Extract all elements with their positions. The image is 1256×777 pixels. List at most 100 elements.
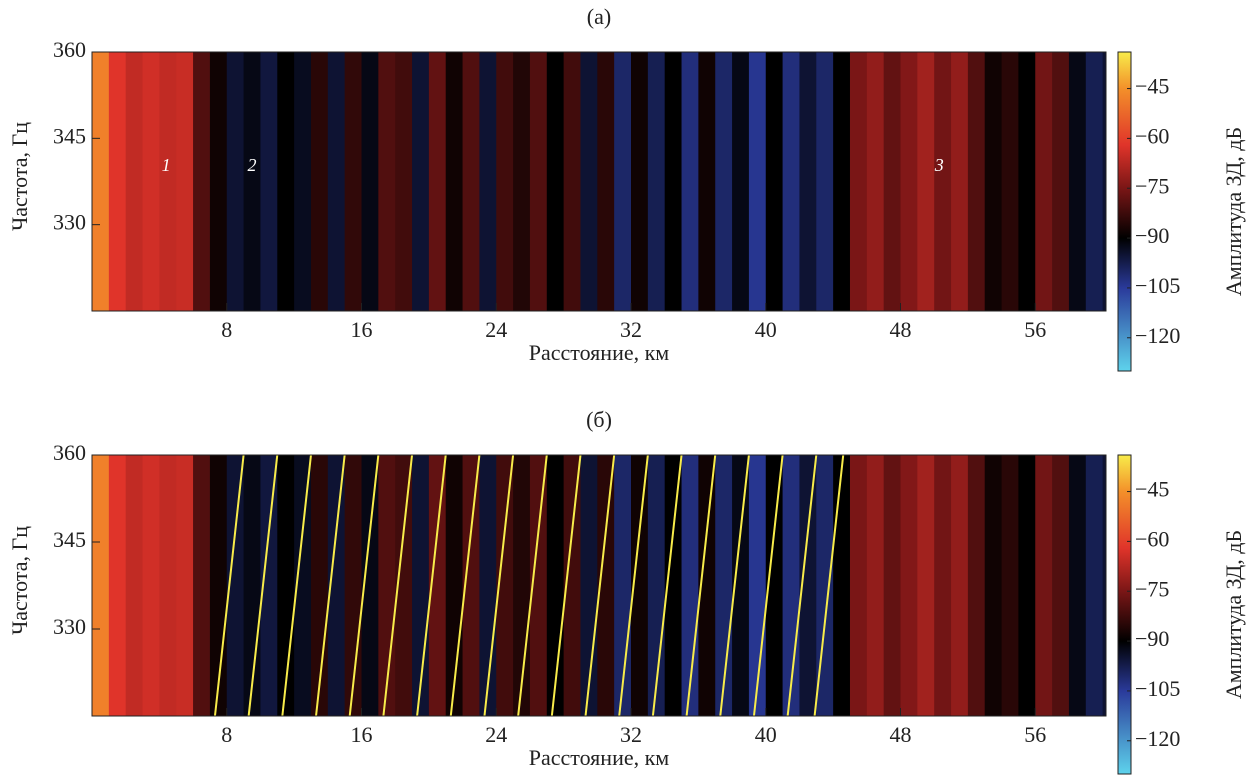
annotation: 1 [162, 155, 171, 175]
heatmap-cell [108, 455, 127, 716]
heatmap-cell [563, 52, 581, 311]
heatmap-cell [412, 52, 430, 311]
x-tick-label: 48 [890, 317, 912, 342]
heatmap-cell [900, 52, 918, 311]
x-tick-label: 16 [351, 317, 373, 342]
striation-line [247, 454, 279, 717]
panel-title: (б) [586, 407, 612, 432]
y-tick-label: 360 [53, 37, 86, 62]
heatmap-cell [193, 455, 211, 716]
striation-line [281, 454, 312, 717]
x-axis-label: Расстояние, км [529, 745, 670, 770]
striation-line [550, 454, 582, 717]
heatmap-cell [1018, 52, 1036, 311]
colorbar-tick-label: −75 [1135, 173, 1169, 198]
heatmap-cell [361, 455, 379, 716]
heatmap-cell [428, 52, 447, 311]
striation-line [483, 454, 515, 717]
plot-frame [91, 454, 1107, 717]
striation-line [416, 454, 447, 717]
heatmap-cell [765, 52, 784, 311]
annotation: 2 [248, 155, 257, 175]
heatmap-cell [226, 455, 245, 716]
y-tick-label: 345 [53, 123, 86, 148]
heatmap-cell [883, 52, 902, 311]
x-tick-label: 56 [1024, 722, 1046, 747]
x-tick-label: 24 [485, 317, 507, 342]
heatmap-cell [496, 52, 514, 311]
heatmap-cell [260, 52, 278, 311]
heatmap-cell [462, 52, 480, 311]
heatmap-cell [294, 52, 312, 311]
y-axis-label: Частота, Гц [7, 526, 32, 635]
heatmap-cell [934, 52, 952, 311]
heatmap-cell [1085, 455, 1104, 716]
heatmap-cell [209, 52, 228, 311]
heatmap-cell [934, 455, 952, 716]
heatmap-cell [698, 455, 716, 716]
heatmap-cell [176, 52, 194, 311]
heatmap-cell [260, 455, 278, 716]
heatmap-cell [92, 52, 110, 311]
heatmap-cell [984, 52, 1003, 311]
heatmap-cell [361, 52, 379, 311]
heatmap-cell [631, 52, 649, 311]
heatmap-cell [748, 52, 767, 311]
heatmap-cell [597, 455, 615, 716]
heatmap-cell [395, 455, 413, 716]
heatmap-cell [664, 455, 683, 716]
heatmap-cell [428, 455, 447, 716]
x-tick-label: 40 [755, 722, 777, 747]
heatmap-cell [327, 52, 346, 311]
heatmap-cell [1085, 52, 1104, 311]
heatmap-cell [967, 455, 986, 716]
heatmap-cell [378, 52, 396, 311]
x-tick-label: 48 [890, 722, 912, 747]
colorbar-tick-label: −45 [1135, 477, 1169, 502]
heatmap-cell [849, 455, 868, 716]
heatmap-cell [816, 455, 834, 716]
heatmap-cell [159, 52, 177, 311]
x-tick-label: 32 [620, 722, 642, 747]
colorbar [1117, 51, 1132, 372]
heatmap-cell [294, 455, 312, 716]
heatmap-cell [833, 52, 851, 311]
colorbar-tick-label: −120 [1135, 726, 1180, 751]
heatmap-cell [445, 52, 464, 311]
heatmap-cell [344, 52, 363, 311]
heatmap-cell [883, 455, 902, 716]
striation-line [315, 454, 346, 717]
colorbar-tick-label: −60 [1135, 123, 1169, 148]
heatmap-cell [1018, 455, 1036, 716]
heatmap-cell [327, 455, 346, 716]
colorbar-tick-label: −90 [1135, 626, 1169, 651]
heatmap-cell [580, 52, 598, 311]
heatmap-cell [395, 52, 413, 311]
colorbar-tick-label: −60 [1135, 526, 1169, 551]
heatmap-cell [799, 52, 817, 311]
x-tick-label: 8 [221, 317, 232, 342]
heatmap-cell [597, 52, 615, 311]
x-tick-label: 56 [1024, 317, 1046, 342]
heatmap-cell [159, 455, 177, 716]
heatmap-cell [176, 455, 194, 716]
striation-line [382, 454, 414, 717]
heatmap-cell [799, 455, 817, 716]
heatmap-cell [1068, 52, 1087, 311]
heatmap-cell [1102, 52, 1107, 311]
heatmap-cell [125, 52, 144, 311]
heatmap-cell [917, 52, 935, 311]
y-tick-label: 330 [53, 210, 86, 235]
heatmap-cell [664, 52, 683, 311]
heatmap-cell [732, 455, 750, 716]
striation-line [213, 454, 245, 717]
heatmap-cell [1068, 455, 1087, 716]
heatmap-cell [142, 455, 160, 716]
x-tick-label: 24 [485, 722, 507, 747]
heatmap-cell [496, 455, 514, 716]
heatmap-cell [513, 52, 531, 311]
annotation: 3 [934, 155, 944, 175]
striation-line [449, 454, 481, 717]
heatmap-cell [277, 52, 295, 311]
